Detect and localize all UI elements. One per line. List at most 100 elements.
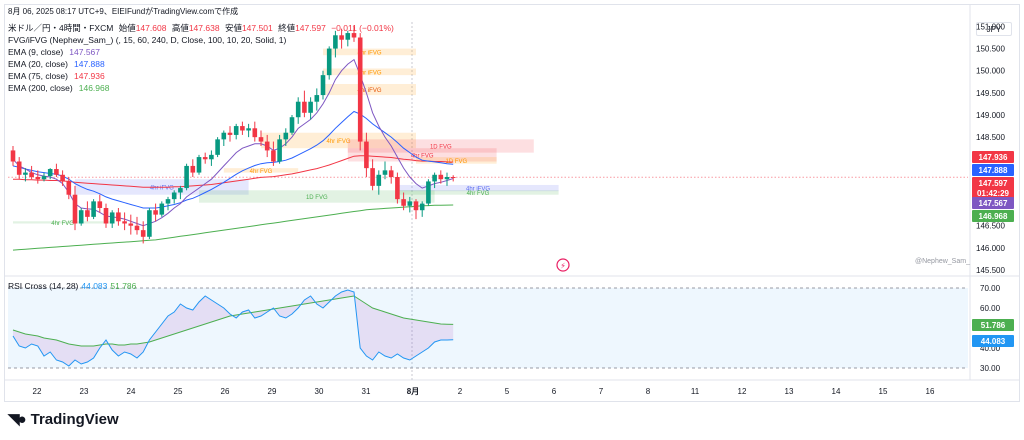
fvg-zone-label: 1D FVG [306, 195, 328, 201]
ohlc-line: 米ドル／円・4時間・FXCM 始値147.608 高値147.638 安値147… [8, 22, 397, 34]
candle-down [357, 33, 363, 151]
candle-body [450, 177, 456, 178]
time-tick-label: 12 [738, 387, 747, 396]
price-label-box [972, 197, 1014, 209]
fvg-zone-label: 4hr iFVG [357, 88, 381, 94]
candle-body [159, 203, 165, 215]
candle-body [184, 165, 189, 189]
time-tick-label: 8 [646, 387, 651, 396]
replay-lightning-icon: ⚡ [556, 258, 570, 272]
candle-body [140, 230, 146, 237]
candle-body [320, 75, 326, 96]
candle-down [60, 170, 65, 186]
candle-up [419, 201, 425, 217]
candle-body [426, 181, 431, 204]
price-tick-label: 149.500 [976, 89, 1005, 98]
rsi-tick-label: 30.00 [980, 364, 1001, 373]
candle-body [122, 221, 127, 224]
fvg-zone [397, 190, 559, 195]
fvg-zone [199, 190, 435, 203]
indicator-ema9[interactable]: EMA (9, close) 147.567 [8, 47, 103, 57]
indicator-ema75[interactable]: EMA (75, close) 147.936 [8, 71, 108, 81]
candle-down [54, 163, 59, 177]
price-tick-label: 150.500 [976, 45, 1005, 54]
candle-body [364, 141, 369, 169]
indicator-ema20-value: 147.888 [74, 59, 105, 69]
fvg-zone [347, 148, 497, 162]
fvg-zone-label: 4hr FVG [250, 169, 273, 175]
candle-body [23, 172, 28, 175]
candle-body [376, 174, 382, 186]
tradingview-mark-icon: ◥● [8, 411, 27, 428]
rsi-value-text: 44.083 [981, 337, 1006, 346]
candle-body [246, 128, 251, 131]
candle-down [122, 212, 127, 231]
indicator-fvg-label: FVG/iFVG (Nephew_Sam_) (, 15, 60, 240, D… [8, 35, 287, 45]
time-tick-label: 29 [268, 387, 277, 396]
indicator-ema75-value: 147.936 [74, 71, 105, 81]
candle-up [426, 179, 431, 206]
fvg-zone-label: 1D FVG [445, 159, 467, 165]
chart-frame[interactable] [4, 4, 1020, 402]
candle-body [29, 172, 34, 177]
indicator-ema20[interactable]: EMA (20, close) 147.888 [8, 59, 108, 69]
fvg-zone [223, 168, 299, 173]
candle-body [97, 201, 103, 208]
candle-up [184, 163, 189, 191]
candle-body [295, 101, 301, 118]
indicator-ema200-label: EMA (200, close) [8, 83, 73, 93]
price-label-text: 147.936 [979, 153, 1008, 162]
price-tick-label: 146.500 [976, 222, 1005, 231]
time-tick-label: 31 [362, 387, 371, 396]
rsi-header[interactable]: RSI Cross (14, 28) 44.083 51.786 [8, 281, 139, 291]
candle-body [54, 169, 59, 175]
candle-up [78, 208, 84, 226]
candle-body [165, 199, 171, 204]
price-label-text: 147.597 [979, 179, 1008, 188]
candle-up [178, 185, 183, 200]
candle-up [382, 161, 388, 180]
candle-down [395, 172, 400, 204]
candle-up [109, 210, 115, 228]
candle-body [10, 150, 16, 162]
price-tick-label: 148.500 [976, 133, 1005, 142]
symbol-name[interactable]: 米ドル／円・4時間・FXCM [8, 23, 114, 33]
fvg-zone [416, 157, 497, 164]
candle-body [16, 161, 22, 175]
tradingview-logo[interactable]: ◥● TradingView [8, 410, 119, 429]
candle-body [264, 141, 270, 151]
price-label-text: 147.888 [979, 166, 1008, 175]
candle-body [103, 208, 109, 224]
fvg-zone-label: 4hr FVG [467, 191, 490, 197]
datetime-caption: 8月 06, 2025 08:17 UTC+9、EIEIFundがTrading… [8, 7, 239, 16]
candle-down [339, 28, 344, 49]
indicator-fvg[interactable]: FVG/iFVG (Nephew_Sam_) (, 15, 60, 240, D… [8, 35, 289, 45]
currency-selector[interactable]: JPY [976, 22, 1012, 36]
candle-body [72, 194, 78, 224]
candle-body [227, 132, 233, 135]
time-tick-label: 11 [691, 387, 700, 396]
candle-up [91, 199, 96, 220]
candle-down [252, 121, 258, 142]
candle-body [413, 201, 419, 211]
candle-down [16, 157, 22, 180]
price-label-box [972, 151, 1014, 163]
candle-down [66, 177, 72, 200]
candle-body [438, 174, 444, 180]
candle-body [190, 165, 196, 173]
candle-body [66, 181, 72, 195]
rsi-tick-label: 40.00 [980, 344, 1001, 353]
rsi-fast-value: 44.083 [81, 281, 108, 291]
fvg-zone-label: 4hr iFVG [150, 185, 174, 191]
fvg-zone [13, 221, 113, 224]
candle-up [41, 172, 47, 182]
candle-up [246, 123, 251, 138]
candle-down [97, 194, 103, 213]
candle-down [153, 203, 158, 222]
time-tick-label: 24 [127, 387, 136, 396]
indicator-ema200[interactable]: EMA (200, close) 146.968 [8, 83, 112, 93]
tradingview-wordmark: TradingView [30, 410, 119, 428]
candle-down [116, 208, 121, 226]
low-value: 147.501 [241, 23, 273, 33]
